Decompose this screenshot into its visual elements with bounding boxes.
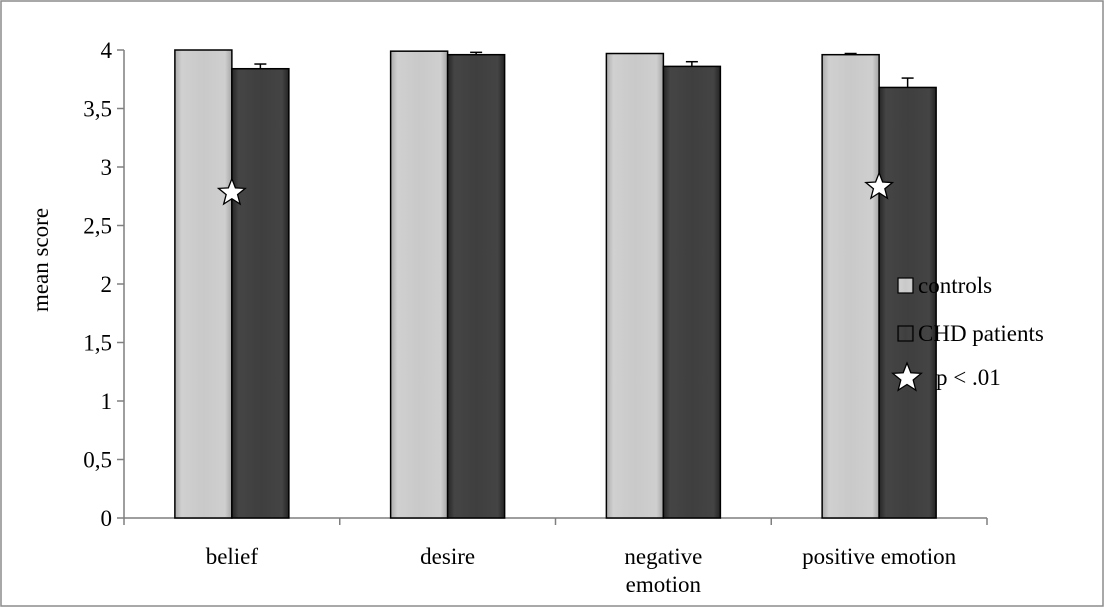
y-axis-label: mean score [28, 208, 53, 312]
y-tick-label: 3 [101, 155, 113, 180]
y-tick-label: 3,5 [83, 97, 112, 122]
legend-label-chd-patients: CHD patients [918, 321, 1044, 346]
x-category-label: belief [206, 544, 259, 569]
y-tick-label: 1,5 [83, 331, 112, 356]
y-tick-label: 2 [101, 272, 113, 297]
significance-star-icon [216, 176, 247, 206]
bar-chd-patients [662, 65, 722, 519]
legend-star-icon [891, 361, 923, 392]
x-category-label: negative [624, 544, 702, 569]
y-tick-label: 2,5 [83, 214, 112, 239]
x-category-label: emotion [626, 572, 702, 597]
legend-swatch-controls [897, 277, 914, 294]
bar-chd-patients [231, 67, 290, 519]
bar-controls [821, 53, 880, 519]
bar-chd-patients [446, 53, 506, 519]
x-category-label: desire [420, 544, 475, 569]
y-tick-label: 4 [101, 38, 113, 63]
bar-chd-patients [878, 86, 937, 519]
legend-swatch-chd-patients [897, 325, 914, 342]
y-tick-label: 0,5 [83, 448, 112, 473]
y-tick-label: 0 [101, 506, 113, 531]
legend-label-controls: controls [918, 273, 992, 298]
bar-controls [389, 50, 449, 519]
y-tick-label: 1 [101, 389, 113, 414]
bar-controls [605, 52, 665, 519]
bar-controls [174, 49, 233, 519]
x-category-label: positive emotion [802, 544, 956, 569]
legend-label-significance: p < .01 [936, 365, 1001, 390]
significance-star-icon [864, 171, 895, 200]
